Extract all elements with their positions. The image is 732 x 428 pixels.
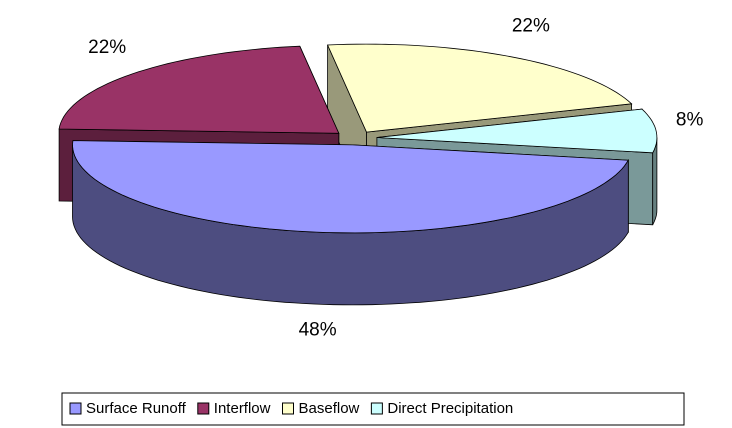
legend-label: Direct Precipitation [387, 400, 513, 417]
data-label: 22% [512, 16, 550, 37]
slice-top [326, 43, 633, 133]
data-label: 22% [88, 37, 126, 58]
legend-label: Surface Runoff [86, 400, 187, 417]
data-label: 48% [299, 320, 337, 341]
legend-label: Interflow [214, 400, 271, 417]
legend-swatch [370, 402, 383, 415]
slice-top [58, 45, 340, 134]
slice-top [376, 108, 658, 154]
legend-swatch [69, 402, 82, 415]
data-label: 8% [676, 110, 704, 131]
legend-swatch [197, 402, 210, 415]
pie-slice [72, 140, 630, 306]
legend-label: Baseflow [299, 400, 360, 417]
legend-swatch [282, 402, 294, 415]
slice-top [72, 140, 630, 234]
